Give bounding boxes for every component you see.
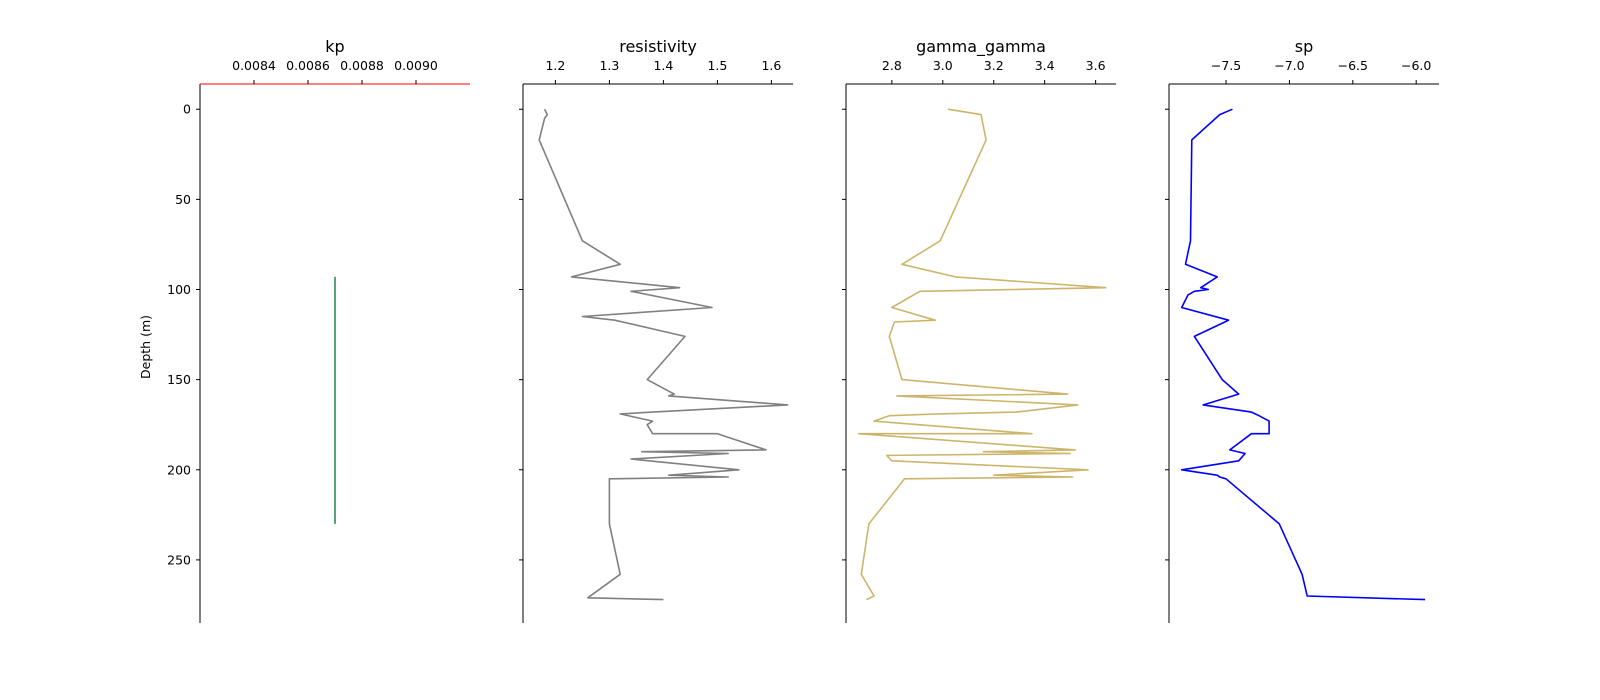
depth-tick-label: 100 — [167, 282, 191, 297]
track-resistivity-series-line — [538, 108, 789, 601]
track-resistivity-xtick-label: 1.2 — [545, 58, 565, 73]
track-sp-xtick-label: −6.5 — [1338, 58, 1368, 73]
depth-tick-label: 200 — [167, 462, 191, 477]
track-sp-xtick-label: −6.0 — [1401, 58, 1431, 73]
track-gamma_gamma-xtick-label: 2.8 — [882, 58, 902, 73]
track-gamma_gamma-xtick-label: 3.6 — [1086, 58, 1106, 73]
depth-tick-label: 150 — [167, 372, 191, 387]
track-resistivity-title: resistivity — [619, 37, 697, 56]
track-gamma_gamma-xtick-label: 3.4 — [1035, 58, 1055, 73]
track-kp-xtick-label: 0.0084 — [232, 58, 276, 73]
track-resistivity-xtick-label: 1.6 — [761, 58, 781, 73]
track-resistivity-xtick-label: 1.4 — [653, 58, 673, 73]
track-sp-title: sp — [1295, 37, 1314, 56]
track-kp-xtick-label: 0.0090 — [394, 58, 438, 73]
depth-tick-label: 250 — [167, 552, 191, 567]
track-gamma_gamma-series-line — [857, 108, 1107, 601]
depth-tick-label: 0 — [183, 102, 191, 117]
y-axis-label: Depth (m) — [138, 315, 153, 379]
track-resistivity-xtick-label: 1.5 — [707, 58, 727, 73]
track-gamma_gamma-xtick-label: 3.2 — [984, 58, 1004, 73]
track-gamma_gamma-xtick-label: 3.0 — [933, 58, 953, 73]
track-sp-series-line — [1180, 108, 1426, 601]
depth-tick-label: 50 — [175, 192, 191, 207]
track-sp-xtick-label: −7.5 — [1211, 58, 1241, 73]
track-kp-xtick-label: 0.0086 — [286, 58, 330, 73]
track-resistivity-xtick-label: 1.3 — [599, 58, 619, 73]
track-kp-title: kp — [325, 37, 344, 56]
track-gamma_gamma-title: gamma_gamma — [916, 37, 1046, 57]
track-kp-xtick-label: 0.0088 — [340, 58, 384, 73]
track-sp-xtick-label: −7.0 — [1274, 58, 1304, 73]
